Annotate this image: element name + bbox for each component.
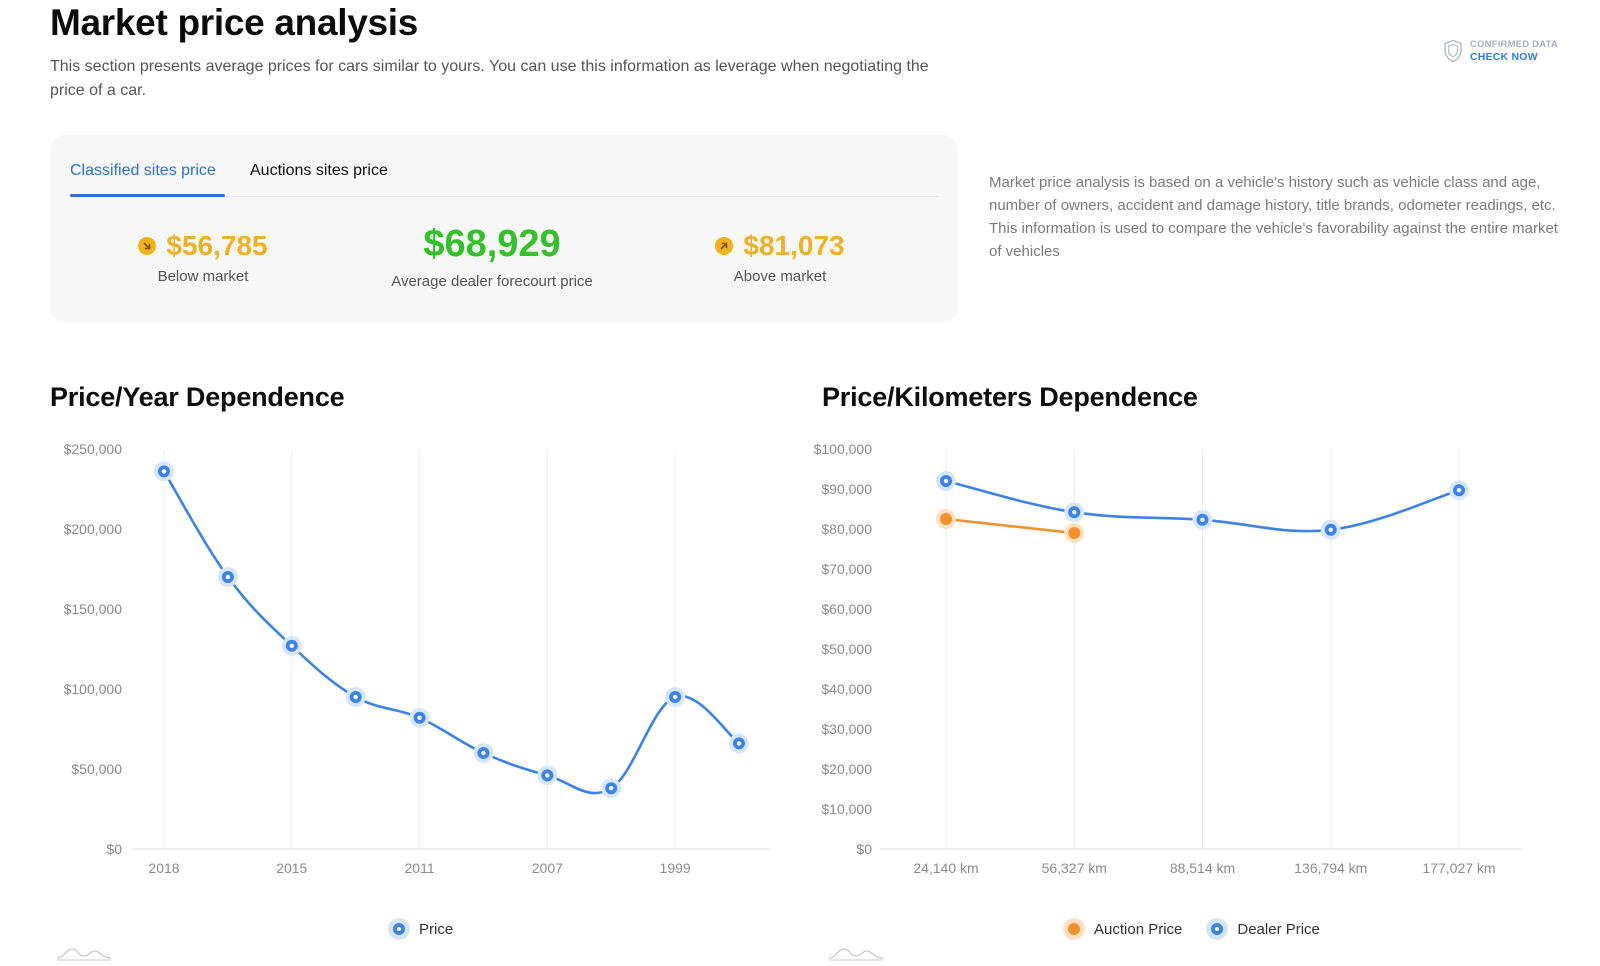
x-tick-label: 88,514 km xyxy=(1170,860,1235,876)
legend-label-auction-price: Auction Price xyxy=(1094,920,1183,938)
legend-item-dealer-price[interactable]: Dealer Price xyxy=(1206,918,1320,940)
y-tick-label: $150,000 xyxy=(64,601,123,617)
x-tick-label: 2015 xyxy=(276,860,307,876)
check-now-link[interactable]: CHECK NOW xyxy=(1470,51,1538,63)
legend-label-dealer-price: Dealer Price xyxy=(1237,920,1320,938)
data-point-price xyxy=(601,778,622,799)
above-market-label: Above market xyxy=(733,268,827,285)
legend-marker-dealer-price xyxy=(1206,918,1229,940)
chart-watermark-icon xyxy=(828,948,884,961)
y-tick-label: $100,000 xyxy=(814,441,873,457)
chart-watermark-icon xyxy=(56,948,112,961)
x-tick-label: 177,027 km xyxy=(1422,860,1495,876)
shield-icon xyxy=(1444,39,1462,63)
legend-item-price[interactable]: Price xyxy=(388,918,453,940)
price-km-legend: Auction Price Dealer Price xyxy=(1063,918,1320,940)
data-point-auction-price xyxy=(1064,523,1085,543)
x-tick-label: 1999 xyxy=(660,860,691,876)
data-point-price xyxy=(729,733,749,754)
legend-item-auction-price[interactable]: Auction Price xyxy=(1063,918,1182,940)
data-point-price xyxy=(217,567,238,587)
below-market-price: $56,785 xyxy=(166,230,268,261)
x-tick-label: 56,327 km xyxy=(1042,860,1107,876)
y-tick-label: $50,000 xyxy=(71,761,122,777)
x-tick-label: 2018 xyxy=(148,860,179,876)
price-year-chart: $0 $50,000 $100,000 $150,000 $200,000 $250,00… xyxy=(64,441,770,876)
data-point-price xyxy=(281,635,302,656)
price-tabs: Classified sites price Auctions sites pr… xyxy=(70,135,938,197)
price-year-legend: Price xyxy=(388,918,453,940)
y-tick-label: $40,000 xyxy=(821,681,872,697)
y-tick-label: $0 xyxy=(106,841,122,857)
tab-classified-sites-price[interactable]: Classified sites price xyxy=(70,162,216,179)
data-point-dealer-price xyxy=(1064,502,1085,523)
series-line-auction-price xyxy=(944,517,1076,535)
price-km-chart: $0 $10,000 $20,000 $30,000 $40,000 $50,000 $60… xyxy=(814,441,1522,876)
y-tick-label: $10,000 xyxy=(821,801,872,817)
average-dealer-price: $68,929 xyxy=(423,223,561,265)
x-tick-label: 136,794 km xyxy=(1294,860,1367,876)
data-point-price xyxy=(473,743,494,763)
x-tick-label: 2007 xyxy=(532,860,563,876)
data-point-price xyxy=(665,687,686,707)
active-tab-indicator xyxy=(70,194,225,197)
y-tick-label: $70,000 xyxy=(821,561,872,577)
data-point-dealer-price xyxy=(1192,509,1213,530)
data-point-dealer-price xyxy=(1449,480,1469,501)
legend-label-price: Price xyxy=(419,920,454,938)
average-price-block: $68,929 Average dealer forecourt price xyxy=(342,223,642,290)
arrow-up-right-icon xyxy=(715,237,734,255)
x-tick-label: 24,140 km xyxy=(913,860,978,876)
y-tick-label: $60,000 xyxy=(821,601,872,617)
y-tick-label: $20,000 xyxy=(821,761,872,777)
y-tick-label: $80,000 xyxy=(821,521,872,537)
x-tick-label: 2011 xyxy=(405,860,435,876)
below-market-label: Below market xyxy=(157,268,249,285)
y-tick-label: $200,000 xyxy=(64,521,123,537)
confirmed-data-badge[interactable]: CONFIRMED DATA CHECK NOW xyxy=(1443,38,1558,64)
above-market-block: $81,073 Above market xyxy=(715,230,845,285)
series-line-price xyxy=(162,470,741,795)
data-point-price xyxy=(537,765,558,786)
y-tick-label: $90,000 xyxy=(821,481,872,497)
legend-marker-auction-price xyxy=(1063,918,1085,940)
confirmed-data-label: CONFIRMED DATA xyxy=(1470,39,1558,50)
above-market-price: $81,073 xyxy=(743,230,845,261)
legend-marker-price xyxy=(388,918,410,940)
data-point-auction-price xyxy=(936,509,956,529)
y-tick-label: $250,000 xyxy=(64,441,123,457)
chart-title-price-year: Price/Year Dependence xyxy=(50,382,345,412)
data-point-price xyxy=(154,461,174,482)
price-card: Classified sites price Auctions sites pr… xyxy=(50,135,958,322)
data-point-price xyxy=(345,687,366,707)
data-point-dealer-price xyxy=(936,471,956,491)
page-title: Market price analysis xyxy=(50,2,419,43)
y-tick-label: $0 xyxy=(856,841,872,857)
y-tick-label: $30,000 xyxy=(821,721,872,737)
y-tick-label: $100,000 xyxy=(64,681,123,697)
data-point-dealer-price xyxy=(1320,519,1341,540)
analysis-info-text: Market price analysis is based on a vehi… xyxy=(989,174,1558,260)
chart-title-price-km: Price/Kilometers Dependence xyxy=(822,382,1198,412)
arrow-down-right-icon xyxy=(138,237,157,255)
page-description: This section presents average prices for… xyxy=(50,58,929,99)
tab-auctions-sites-price[interactable]: Auctions sites price xyxy=(250,162,388,179)
average-dealer-label: Average dealer forecourt price xyxy=(391,273,593,290)
below-market-block: $56,785 Below market xyxy=(138,230,268,285)
y-tick-label: $50,000 xyxy=(821,641,872,657)
data-point-price xyxy=(409,707,430,728)
